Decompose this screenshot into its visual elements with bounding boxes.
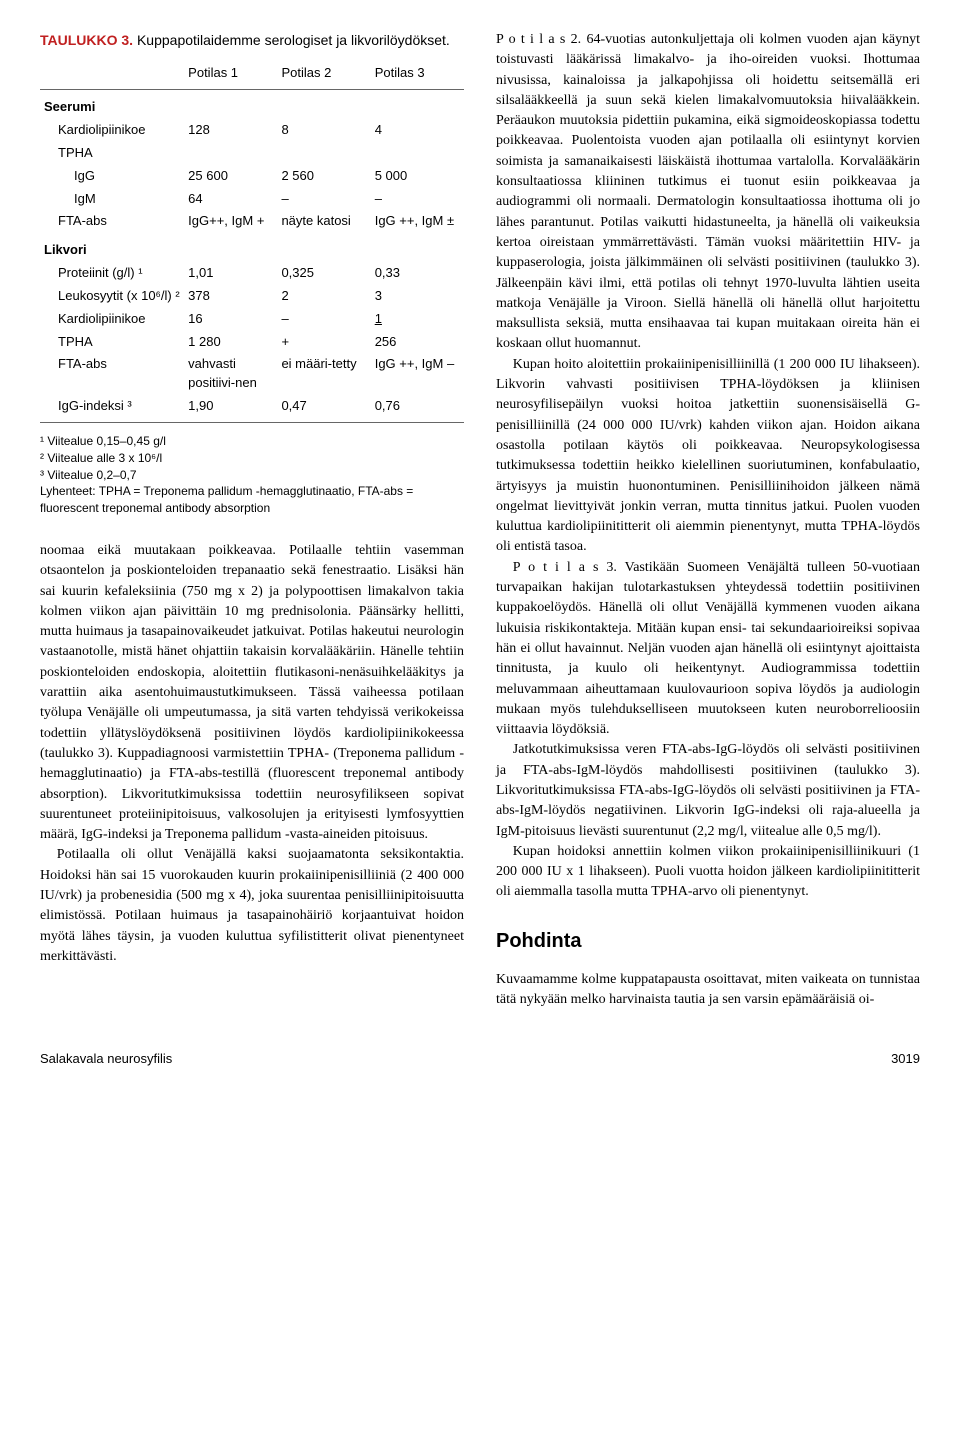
row-label: Leukosyytit (x 10⁶/l) ² xyxy=(40,285,184,308)
table-row: Kardiolipiinikoe12884 xyxy=(40,119,464,142)
row-label: TPHA xyxy=(40,331,184,354)
th-blank xyxy=(40,62,184,89)
footer-left: Salakavala neurosyfilis xyxy=(40,1050,172,1069)
body-paragraph: noomaa eikä muutakaan poikkeavaa. Potila… xyxy=(40,541,464,845)
table-section-label: Likvori xyxy=(40,233,464,262)
row-label: IgG xyxy=(40,165,184,188)
pohdinta-body: Kuvaamamme kolme kuppatapausta osoittava… xyxy=(496,970,920,1011)
left-column: TAULUKKO 3. Kuppapotilaidemme serologise… xyxy=(40,30,464,1010)
paragraph-lead: P o t i l a s 2. xyxy=(496,32,586,47)
row-label: Kardiolipiinikoe xyxy=(40,119,184,142)
table-row: TPHA1 280+256 xyxy=(40,331,464,354)
row-cell: 25 600 xyxy=(184,165,277,188)
footer-right: 3019 xyxy=(891,1050,920,1069)
row-cell: 1,01 xyxy=(184,262,277,285)
body-paragraph: Potilaalla oli ollut Venäjällä kaksi suo… xyxy=(40,845,464,967)
row-cell: 1,90 xyxy=(184,395,277,418)
serology-table: Potilas 1 Potilas 2 Potilas 3 SeerumiKar… xyxy=(40,62,464,423)
row-cell xyxy=(184,142,277,165)
footnote-line: Lyhenteet: TPHA = Treponema pallidum -he… xyxy=(40,483,464,517)
table-section-row: Seerumi xyxy=(40,90,464,119)
table-caption: TAULUKKO 3. Kuppapotilaidemme serologise… xyxy=(40,30,464,50)
footnote-line: ¹ Viitealue 0,15–0,45 g/l xyxy=(40,433,464,450)
row-cell: 5 000 xyxy=(371,165,464,188)
row-label: FTA-abs xyxy=(40,210,184,233)
row-cell: – xyxy=(277,308,370,331)
row-label: TPHA xyxy=(40,142,184,165)
row-label: IgM xyxy=(40,188,184,211)
row-label: IgG-indeksi ³ xyxy=(40,395,184,418)
row-cell: 1 xyxy=(371,308,464,331)
page: TAULUKKO 3. Kuppapotilaidemme serologise… xyxy=(40,30,920,1010)
th-p1: Potilas 1 xyxy=(184,62,277,89)
row-cell: 378 xyxy=(184,285,277,308)
row-cell: 0,33 xyxy=(371,262,464,285)
row-cell: + xyxy=(277,331,370,354)
row-cell: vahvasti positiivi-nen xyxy=(184,353,277,395)
row-cell: 0,76 xyxy=(371,395,464,418)
row-cell xyxy=(371,142,464,165)
left-body-text: noomaa eikä muutakaan poikkeavaa. Potila… xyxy=(40,541,464,967)
table-row: FTA-absIgG++, IgM +näyte katosiIgG ++, I… xyxy=(40,210,464,233)
row-cell: näyte katosi xyxy=(277,210,370,233)
row-cell: 3 xyxy=(371,285,464,308)
table-row: IgM64–– xyxy=(40,188,464,211)
row-cell: IgG ++, IgM ± xyxy=(371,210,464,233)
row-label: Proteiinit (g/l) ¹ xyxy=(40,262,184,285)
body-paragraph: P o t i l a s 2. 64-vuotias autonkuljett… xyxy=(496,30,920,355)
row-cell: 64 xyxy=(184,188,277,211)
table-footnotes: ¹ Viitealue 0,15–0,45 g/l² Viitealue all… xyxy=(40,433,464,517)
row-cell: 16 xyxy=(184,308,277,331)
table-label: TAULUKKO 3. xyxy=(40,32,133,48)
table-section-label: Seerumi xyxy=(40,90,464,119)
paragraph-lead: P o t i l a s 3. xyxy=(513,560,625,575)
section-heading: Pohdinta xyxy=(496,927,920,956)
page-footer: Salakavala neurosyfilis 3019 xyxy=(40,1050,920,1069)
body-paragraph: Jatkotutkimuksissa veren FTA-abs-IgG-löy… xyxy=(496,740,920,841)
table-header-row: Potilas 1 Potilas 2 Potilas 3 xyxy=(40,62,464,89)
table-row: Proteiinit (g/l) ¹1,010,3250,33 xyxy=(40,262,464,285)
row-label: FTA-abs xyxy=(40,353,184,395)
body-paragraph: P o t i l a s 3. Vastikään Suomeen Venäj… xyxy=(496,558,920,741)
row-cell: 0,47 xyxy=(277,395,370,418)
table-section-row: Likvori xyxy=(40,233,464,262)
row-cell: 4 xyxy=(371,119,464,142)
row-cell: – xyxy=(277,188,370,211)
pohdinta-para: Kuvaamamme kolme kuppatapausta osoittava… xyxy=(496,970,920,1011)
table-row: Kardiolipiinikoe16–1 xyxy=(40,308,464,331)
row-cell: 1 280 xyxy=(184,331,277,354)
right-body-text: P o t i l a s 2. 64-vuotias autonkuljett… xyxy=(496,30,920,903)
row-cell: IgG ++, IgM – xyxy=(371,353,464,395)
th-p3: Potilas 3 xyxy=(371,62,464,89)
right-column: P o t i l a s 2. 64-vuotias autonkuljett… xyxy=(496,30,920,1010)
body-paragraph: Kupan hoito aloitettiin prokaiinipenisil… xyxy=(496,355,920,558)
row-cell: IgG++, IgM + xyxy=(184,210,277,233)
th-p2: Potilas 2 xyxy=(277,62,370,89)
table-caption-text: Kuppapotilaidemme serologiset ja likvori… xyxy=(137,32,450,48)
row-cell: 128 xyxy=(184,119,277,142)
footnote-line: ² Viitealue alle 3 x 10⁶/l xyxy=(40,450,464,467)
table-row: IgG-indeksi ³1,900,470,76 xyxy=(40,395,464,418)
table-row: IgG25 6002 5605 000 xyxy=(40,165,464,188)
row-cell: 256 xyxy=(371,331,464,354)
row-cell: 8 xyxy=(277,119,370,142)
row-cell: 2 560 xyxy=(277,165,370,188)
table-row: TPHA xyxy=(40,142,464,165)
row-cell: – xyxy=(371,188,464,211)
table-row: Leukosyytit (x 10⁶/l) ²37823 xyxy=(40,285,464,308)
row-cell xyxy=(277,142,370,165)
row-label: Kardiolipiinikoe xyxy=(40,308,184,331)
table-row: FTA-absvahvasti positiivi-nenei määri-te… xyxy=(40,353,464,395)
footnote-line: ³ Viitealue 0,2–0,7 xyxy=(40,467,464,484)
row-cell: ei määri-tetty xyxy=(277,353,370,395)
body-paragraph: Kupan hoidoksi annettiin kolmen viikon p… xyxy=(496,842,920,903)
row-cell: 0,325 xyxy=(277,262,370,285)
row-cell: 2 xyxy=(277,285,370,308)
